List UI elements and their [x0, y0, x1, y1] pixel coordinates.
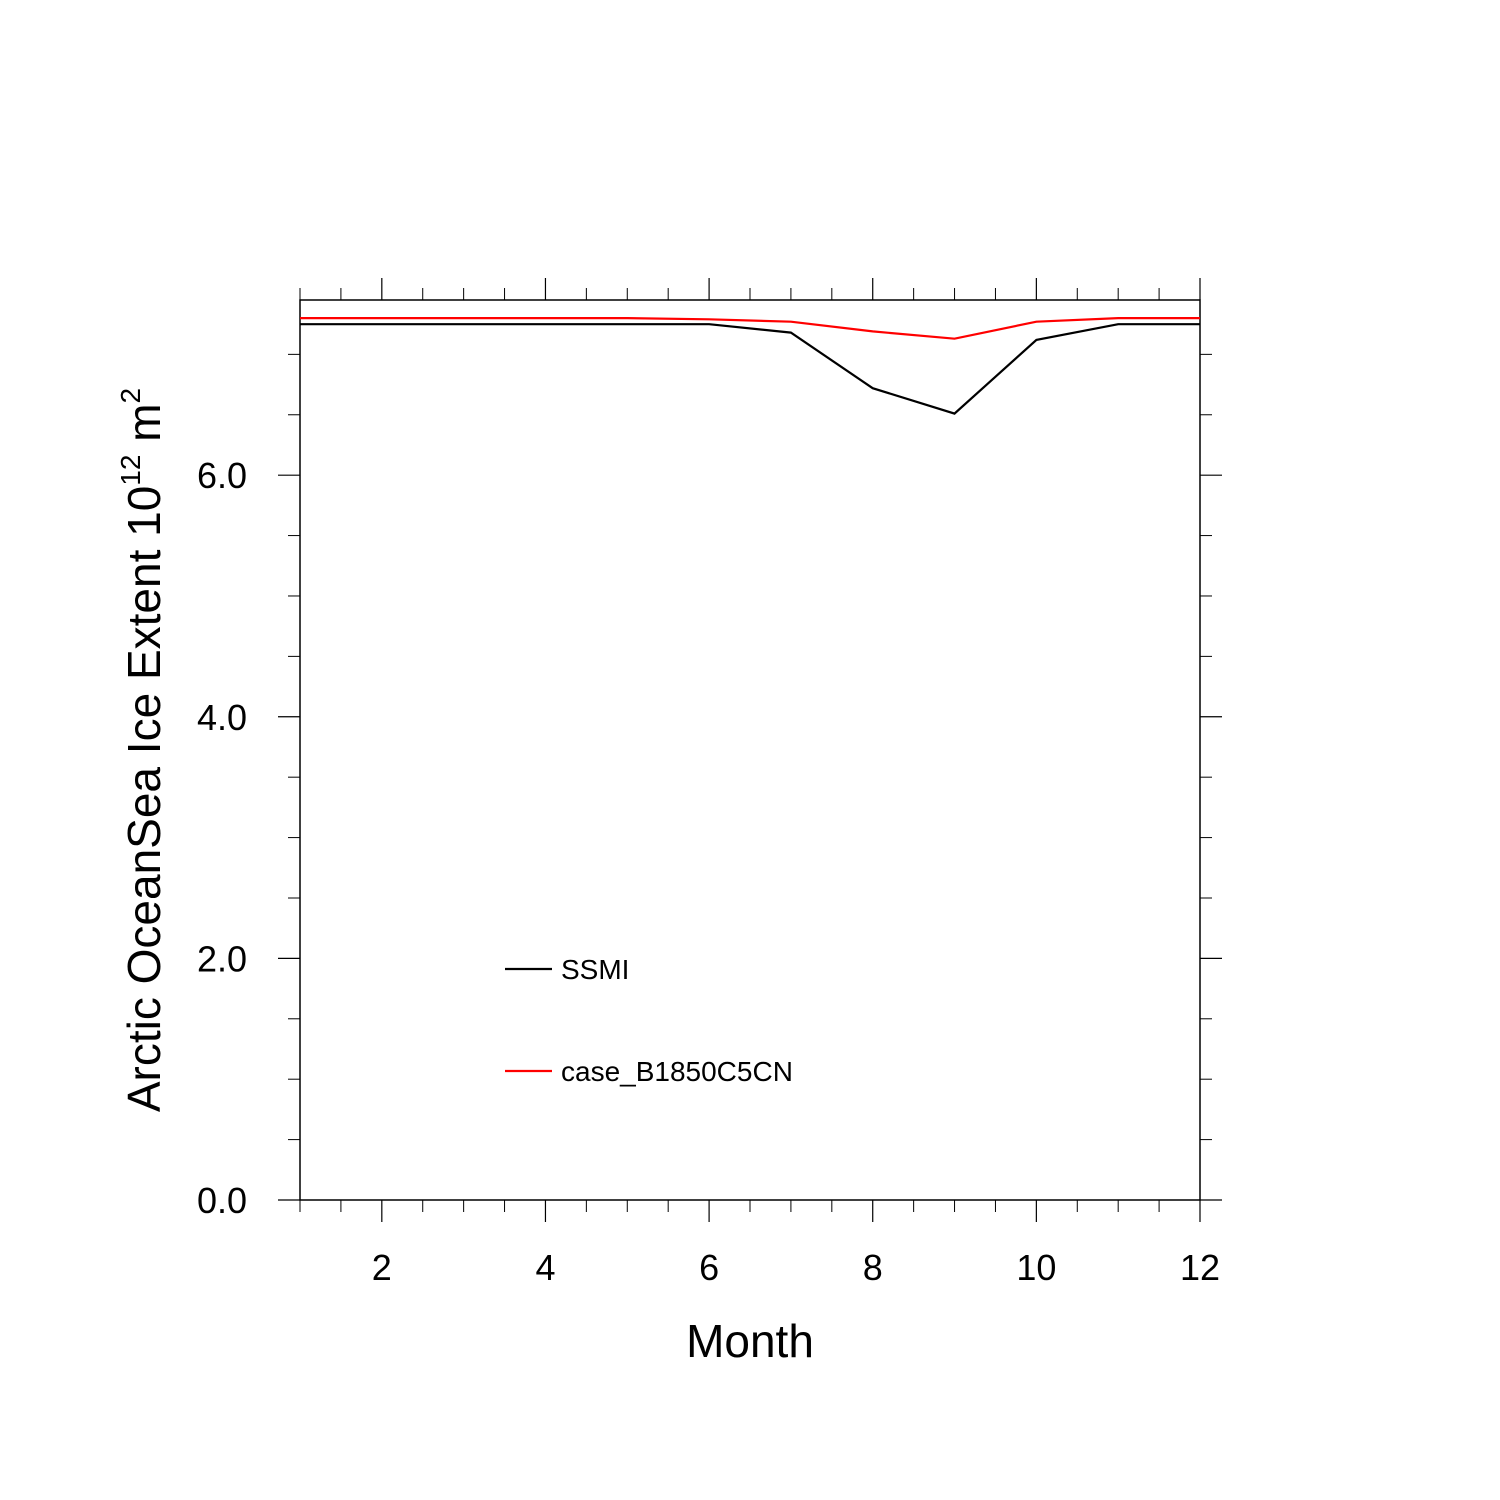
legend: SSMI case_B1850C5CN: [505, 954, 793, 1087]
y-axis-label-unit-exponent: 2: [115, 388, 146, 404]
x-tick-label: 8: [863, 1247, 883, 1288]
x-tick-label: 12: [1180, 1247, 1220, 1288]
y-axis-label-unit: m: [118, 403, 170, 454]
y-tick-label: 0.0: [197, 1180, 247, 1221]
legend-label: SSMI: [561, 954, 629, 985]
x-tick-label: 10: [1016, 1247, 1056, 1288]
x-tick-label: 6: [699, 1247, 719, 1288]
y-axis-label-exponent: 12: [115, 455, 146, 486]
x-axis-label: Month: [686, 1315, 814, 1367]
x-tick-label: 2: [372, 1247, 392, 1288]
y-tick-label: 2.0: [197, 938, 247, 979]
legend-label: case_B1850C5CN: [561, 1056, 793, 1087]
x-tick-label: 4: [535, 1247, 555, 1288]
y-axis-label-main: Arctic OceanSea Ice Extent 10: [118, 486, 170, 1112]
series-line-ssmi: [300, 323, 1200, 415]
series-line-case_b1850c5cn: [300, 317, 1200, 340]
y-tick-label: 4.0: [197, 697, 247, 738]
axis-ticks: 2 4 6 8 10 12 0.0 2.0 4.0 6.0: [197, 278, 1222, 1288]
y-tick-label: 6.0: [197, 455, 247, 496]
series-lines: [300, 317, 1200, 415]
y-axis-label: Arctic OceanSea Ice Extent 1012 m2: [115, 388, 170, 1112]
